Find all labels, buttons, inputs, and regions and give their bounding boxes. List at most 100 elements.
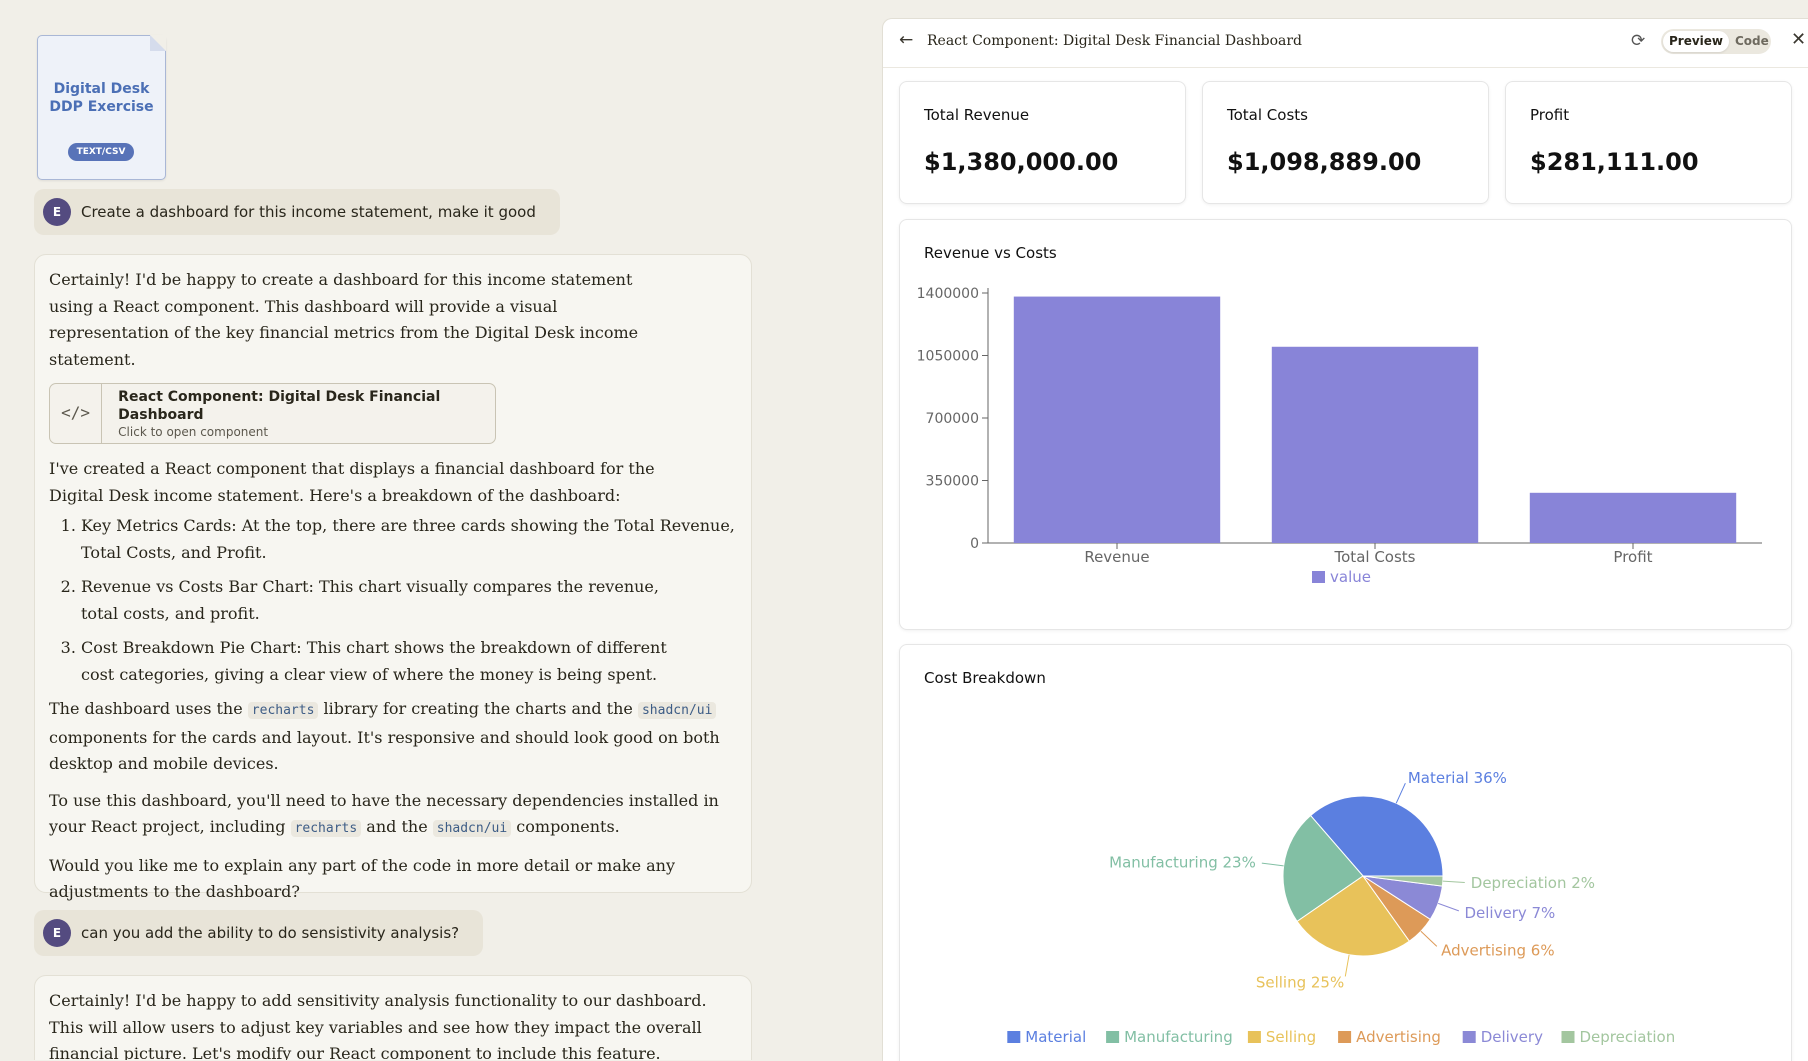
user-message-text: Create a dashboard for this income state… [81,203,536,221]
x-tick-label: Profit [1613,548,1652,566]
x-tick-label: Total Costs [1334,548,1416,566]
breakdown-list: Key Metrics Cards: At the top, there are… [49,513,737,688]
user-avatar: E [43,198,71,226]
bar [1271,346,1479,543]
text-span: library for creating the charts and the [323,699,633,718]
legend-label: Manufacturing [1124,1028,1233,1046]
text-span: and the [366,817,428,836]
metric-value: $1,098,889.00 [1227,148,1422,176]
artifact-panel: ← React Component: Digital Desk Financia… [882,18,1808,1061]
pie-slice-label: Advertising 6% [1441,942,1554,960]
metric-card-revenue: Total Revenue $1,380,000.00 [899,81,1186,204]
assistant-message-2: Certainly! I'd be happy to add sensitivi… [34,975,752,1060]
pie-slice [1309,795,1444,877]
code-icon: </> [50,384,103,443]
text-span: The dashboard uses the [49,699,243,718]
legend-label: Advertising [1356,1028,1441,1046]
legend-label: Material [1025,1028,1086,1046]
legend-label: Selling [1266,1028,1316,1046]
list-item: Cost Breakdown Pie Chart: This chart sho… [81,635,691,688]
text-span: components. [516,817,620,836]
file-type-badge: TEXT/CSV [68,143,134,161]
bar-chart: 0 350000 700000 1050000 1400000 Revenue Total … [917,286,1762,586]
view-toggle: Preview Code [1661,29,1771,54]
legend-swatch [1247,1031,1261,1043]
tab-preview[interactable]: Preview [1663,31,1729,52]
y-tick-label: 1050000 [917,349,979,365]
pie-slice-label: Manufacturing 23% [1109,853,1256,871]
list-item: Revenue vs Costs Bar Chart: This chart v… [81,574,691,627]
user-avatar: E [43,919,71,947]
pie-slice-label: Selling 25% [1256,973,1344,991]
legend-swatch [1462,1031,1476,1043]
artifact-title: React Component: Digital Desk Financial … [118,388,441,423]
assistant-paragraph-4: To use this dashboard, you'll need to ha… [49,788,737,843]
file-title-line1: Digital Desk [53,81,150,97]
assistant-intro: Certainly! I'd be happy to create a dash… [49,270,639,369]
legend-label: value [1330,568,1371,586]
inline-code: shadcn/ui [637,702,717,719]
metric-label: Total Costs [1227,106,1308,124]
file-title-line2: DDP Exercise [49,99,154,115]
file-title: Digital Desk DDP Exercise [38,80,165,116]
artifact-header: ← React Component: Digital Desk Financia… [883,19,1808,68]
pie-leader-line [1420,930,1438,947]
pie-slice-label: Material 36% [1408,769,1507,787]
y-tick-label: 350000 [926,474,979,490]
pie-chart-card: Cost Breakdown Material 36% Manufacturing… [899,644,1792,1061]
file-fold [150,35,166,51]
bar-chart-title: Revenue vs Costs [924,244,1057,262]
assistant-paragraph-5: Would you like me to explain any part of… [49,855,676,902]
tab-code[interactable]: Code [1735,34,1769,48]
assistant-message-1: Certainly! I'd be happy to create a dash… [34,254,752,901]
user-message-text: can you add the ability to do sensistivi… [81,924,460,942]
attached-file-card[interactable]: Digital Desk DDP Exercise TEXT/CSV [37,35,166,180]
metric-card-profit: Profit $281,111.00 [1505,81,1792,204]
legend-label: Delivery [1481,1028,1543,1046]
user-message-1: E Create a dashboard for this income sta… [34,189,560,235]
legend-swatch [1561,1031,1575,1043]
pie-leader-line [1438,902,1460,912]
y-tick-label: 1400000 [917,286,979,302]
metric-label: Total Revenue [924,106,1030,124]
inline-code: recharts [290,820,362,837]
pie-slice-label: Depreciation 2% [1471,874,1595,892]
x-tick-label: Revenue [1084,548,1149,566]
pie-leader-line [1261,862,1284,867]
refresh-icon[interactable]: ⟳ [1631,31,1646,51]
y-tick-label: 0 [970,536,979,552]
metric-card-costs: Total Costs $1,098,889.00 [1202,81,1489,204]
text-span: components for the cards and layout. It'… [49,727,720,774]
metric-value: $1,380,000.00 [924,148,1119,176]
back-arrow-icon[interactable]: ← [899,30,914,50]
pie-slice [1362,875,1444,887]
pie-chart-title: Cost Breakdown [924,669,1046,687]
bar-chart-card: Revenue vs Costs 0 350000 700000 1050000 140… [899,219,1792,630]
chat-panel: Digital Desk DDP Exercise TEXT/CSV E Cre… [0,0,882,1060]
bar [1013,296,1221,543]
legend-swatch [1312,571,1325,583]
assistant-intro: Certainly! I'd be happy to add sensitivi… [49,991,707,1060]
pie-slice-label: Delivery 7% [1464,904,1555,922]
assistant-paragraph-2: I've created a React component that disp… [49,459,655,505]
y-tick-label: 700000 [926,411,979,427]
pie-chart: Material 36% Manufacturing 23% Selling 25%… [1007,769,1676,1046]
artifact-open-button[interactable]: </> React Component: Digital Desk Financ… [49,383,496,444]
close-icon[interactable]: ✕ [1791,29,1807,50]
pie-leader-line [1395,783,1406,804]
list-item: Key Metrics Cards: At the top, there are… [81,513,737,566]
user-message-2: E can you add the ability to do sensisti… [34,910,484,956]
pie-leader-line [1344,954,1350,977]
bar [1529,492,1737,543]
inline-code: shadcn/ui [432,820,512,837]
legend-swatch [1007,1031,1021,1043]
metric-value: $281,111.00 [1530,148,1699,176]
artifact-subtitle: Click to open component [118,424,269,439]
legend-label: Depreciation [1580,1028,1676,1046]
metric-label: Profit [1530,106,1570,124]
text-span: To use this dashboard, you'll need to ha… [49,790,719,837]
pie-leader-line [1442,880,1465,883]
assistant-paragraph-3: The dashboard uses the recharts library … [49,696,737,778]
legend-swatch [1338,1031,1352,1043]
legend-swatch [1106,1031,1120,1043]
